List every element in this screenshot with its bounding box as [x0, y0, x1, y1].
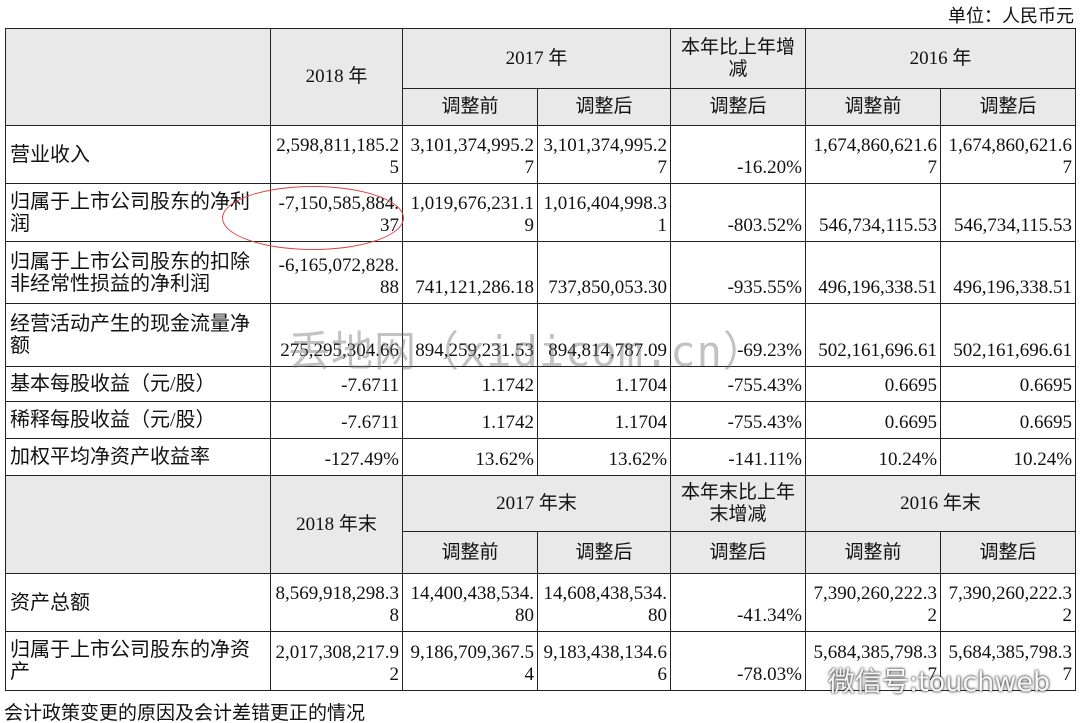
value-cell: 3,101,374,995.27	[536, 125, 672, 184]
value-cell: -7.6711	[270, 366, 403, 402]
value-cell: -127.49%	[270, 438, 403, 476]
row-label: 归属于上市公司股东的净资产	[5, 631, 271, 691]
value-cell: 2,017,308,217.92	[270, 631, 403, 691]
value-cell: 737,850,053.30	[536, 241, 672, 304]
value-cell: -7.6711	[270, 401, 403, 439]
value-cell: 496,196,338.51	[940, 241, 1077, 304]
header-cell: 调整后	[940, 531, 1077, 574]
value-cell: 14,400,438,534.80	[402, 573, 538, 632]
header-cell: 调整前	[805, 88, 942, 126]
value-cell: 502,161,696.61	[940, 303, 1077, 367]
table-row: 经营活动产生的现金流量净额 275,295,304.66 894,259,231.5…	[5, 303, 1077, 367]
value-cell: 3,101,374,995.27	[402, 125, 538, 184]
value-cell: 0.6695	[805, 401, 942, 439]
table-row: 2018 年 2017 年本年比上年增减 2016 年	[5, 28, 1077, 126]
value-cell: 10.24%	[805, 438, 942, 476]
table-row: 归属于上市公司股东的扣除非经常性损益的净利润 -6,165,072,828.88 7…	[5, 241, 1077, 304]
table-row: 2018 年末 2017 年末 本年末比上年末增减 2016 年末	[5, 475, 1077, 574]
table-row: 加权平均净资产收益率 -127.49% 13.62% 13.62% -141.11% 10…	[5, 438, 1077, 476]
row-label: 经营活动产生的现金流量净额	[5, 303, 271, 367]
value-cell: 894,259,231.53	[402, 303, 538, 367]
value-cell: 13.62%	[536, 438, 672, 476]
header-cell: 本年末比上年末增减	[670, 475, 807, 532]
header-cell: 2017 年末	[401, 475, 672, 532]
header-cell: 本年比上年增减	[670, 28, 807, 89]
header-cell: 调整前	[402, 88, 538, 126]
table-row: 调整前 调整后 调整后 调整前 调整后	[6, 531, 1077, 574]
table-row: 归属于上市公司股东的净资产 2,017,308,217.92 9,186,709,3…	[5, 631, 1077, 691]
value-cell: 502,161,696.61	[805, 303, 942, 367]
value-cell: -755.43%	[670, 366, 807, 402]
header-cell: 2017 年	[401, 28, 672, 89]
table-row: 稀释每股收益（元/股） -7.6711 1.1742 1.1704 -755.43% 0.…	[5, 401, 1077, 439]
row-label: 营业收入	[5, 125, 271, 184]
value-cell: -6,165,072,828.88	[270, 241, 403, 304]
header-cell: 调整前	[402, 531, 538, 574]
row-label: 加权平均净资产收益率	[5, 438, 271, 476]
value-cell: -78.03%	[670, 631, 807, 691]
value-cell: 0.6695	[940, 401, 1077, 439]
value-cell: 14,608,438,534.80	[536, 573, 672, 632]
header-cell	[5, 475, 271, 574]
value-cell: 1,019,676,231.19	[402, 183, 538, 242]
value-cell: 1.1742	[402, 401, 538, 439]
highlight-ellipse	[222, 186, 404, 250]
header-cell: 调整后	[536, 88, 672, 126]
row-label: 归属于上市公司股东的扣除非经常性损益的净利润	[5, 241, 271, 304]
header-cell: 2018 年末	[270, 475, 403, 574]
unit-note: 单位：人民币元	[948, 6, 1074, 26]
value-cell: 13.62%	[402, 438, 538, 476]
value-cell: -755.43%	[670, 401, 807, 439]
header-cell: 2018 年	[270, 28, 403, 126]
value-cell: -41.34%	[670, 573, 807, 632]
value-cell: 0.6695	[805, 366, 942, 402]
value-cell: 9,186,709,367.54	[402, 631, 538, 691]
value-cell: 9,183,438,134.66	[536, 631, 672, 691]
value-cell: -935.55%	[670, 241, 807, 304]
value-cell: 894,814,787.09	[536, 303, 672, 367]
value-cell: 1,016,404,998.31	[536, 183, 672, 242]
header-cell: 调整后	[670, 531, 807, 574]
header-cell: 2016 年末	[805, 475, 1077, 532]
value-cell: 741,121,286.18	[402, 241, 538, 304]
value-cell: 8,569,918,298.38	[270, 573, 403, 632]
table-row: 基本每股收益（元/股） -7.6711 1.1742 1.1704 -755.43% 0.…	[5, 366, 1077, 402]
value-cell: -16.20%	[670, 125, 807, 184]
value-cell: 1,674,860,621.67	[940, 125, 1077, 184]
value-cell: 496,196,338.51	[805, 241, 942, 304]
table-row: 资产总额 8,569,918,298.38 14,400,438,534.80 14,…	[5, 573, 1077, 632]
value-cell: 7,390,260,222.32	[940, 573, 1077, 632]
table-row: 归属于上市公司股东的净利润 -7,150,585,884.37 1,019,676,…	[5, 183, 1077, 242]
value-cell: 546,734,115.53	[805, 183, 942, 242]
header-cell: 调整前	[805, 531, 942, 574]
row-label: 资产总额	[5, 573, 271, 632]
header-cell	[5, 28, 271, 126]
watermark: 丢地网（xidicom.cn）	[288, 327, 766, 376]
header-cell: 调整后	[670, 88, 807, 126]
value-cell: 5,684,385,798.37	[805, 631, 942, 691]
table-row: 调整前 调整后 调整后 调整前 调整后	[6, 88, 1077, 126]
row-label: 基本每股收益（元/股）	[5, 366, 271, 402]
table-row: 营业收入 2,598,811,185.25 3,101,374,995.27 3,10…	[5, 125, 1077, 184]
value-cell: 0.6695	[940, 366, 1077, 402]
value-cell: 7,390,260,222.32	[805, 573, 942, 632]
value-cell: 1,674,860,621.67	[805, 125, 942, 184]
value-cell: 5,684,385,798.37	[940, 631, 1077, 691]
value-cell: 2,598,811,185.25	[270, 125, 403, 184]
row-label: 稀释每股收益（元/股）	[5, 401, 271, 439]
header-cell: 调整后	[940, 88, 1077, 126]
value-cell: -803.52%	[670, 183, 807, 242]
header-cell: 调整后	[536, 531, 672, 574]
header-cell: 2016 年	[805, 28, 1077, 89]
footer-note: 会计政策变更的原因及会计差错更正的情况	[4, 703, 366, 723]
value-cell: 1.1704	[536, 401, 672, 439]
value-cell: 10.24%	[940, 438, 1077, 476]
watermark: 微信号:touchweb	[828, 667, 1051, 698]
value-cell: -141.11%	[670, 438, 807, 476]
value-cell: 275,295,304.66	[270, 303, 403, 367]
financial-table: 2018 年 2017 年本年比上年增减 2016 年调整前 调整后 调整后 调整前 调整后…	[5, 28, 1077, 691]
value-cell: 546,734,115.53	[940, 183, 1077, 242]
